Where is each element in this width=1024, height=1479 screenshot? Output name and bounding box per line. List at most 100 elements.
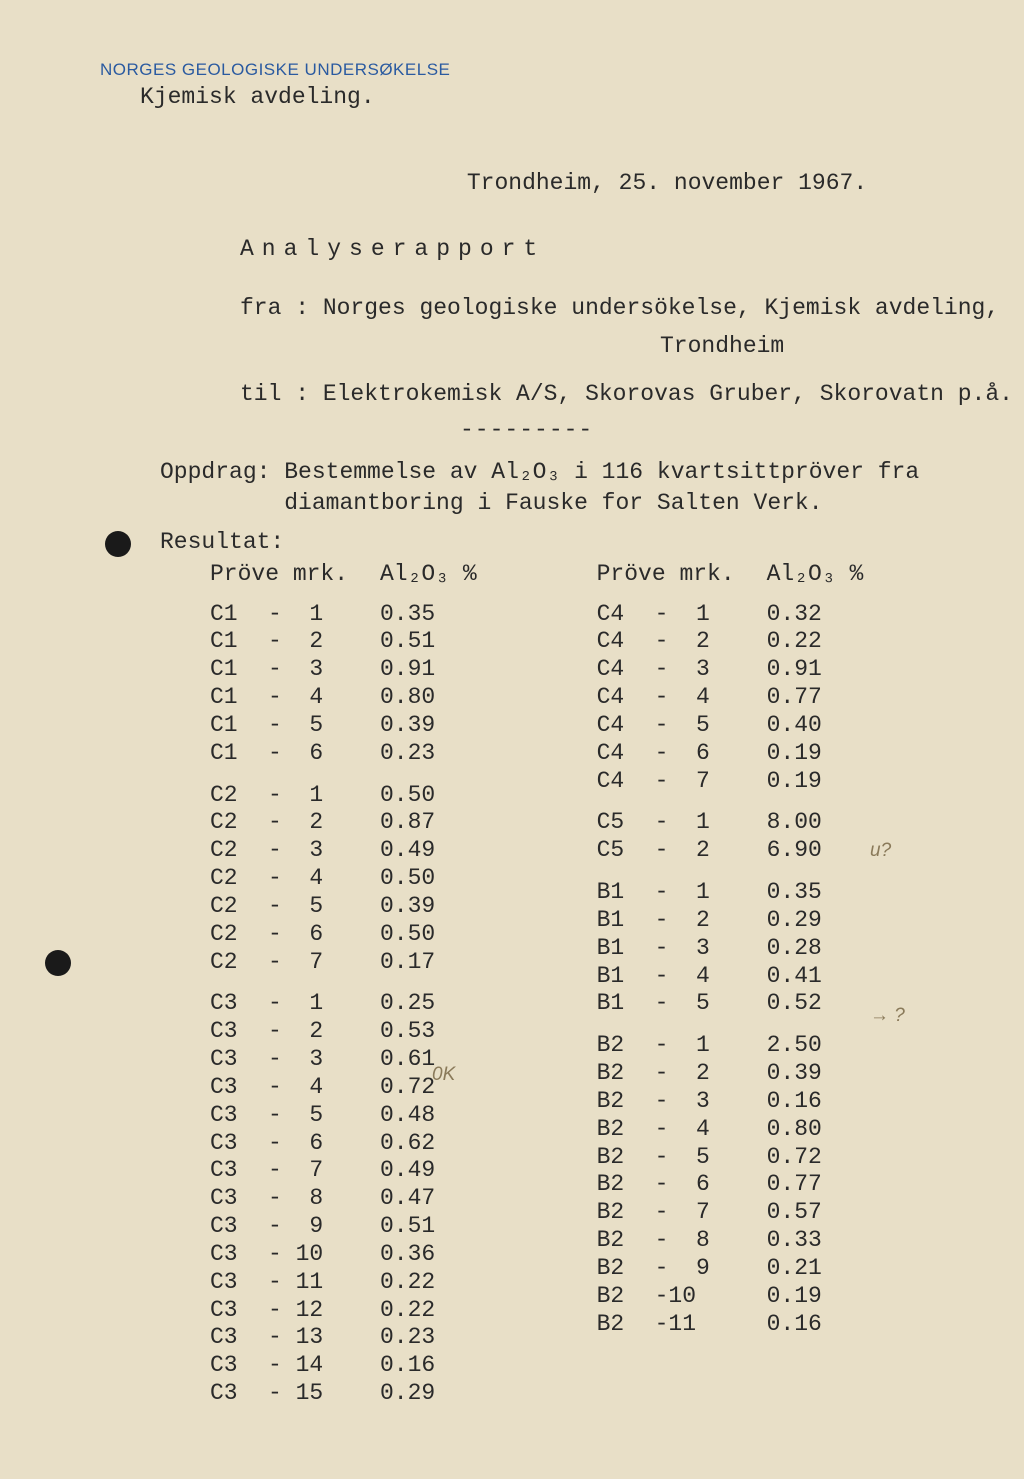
data-group: C1- 10.35C1- 20.51C1- 30.91C1- 40.80C1- …: [210, 601, 477, 768]
sample-value: 0.47: [380, 1185, 460, 1213]
sample-number: - 6: [655, 1171, 767, 1199]
sample-mark: C3: [210, 1269, 268, 1297]
sample-mark: C1: [210, 740, 268, 768]
sample-value: 0.50: [380, 921, 460, 949]
table-row: B2- 70.57: [597, 1199, 864, 1227]
sample-number: - 3: [655, 935, 767, 963]
handwritten-annotation: → ?: [870, 1005, 905, 1027]
sample-number: - 9: [655, 1255, 767, 1283]
table-row: B1- 40.41: [597, 963, 864, 991]
sample-mark: C3: [210, 1157, 268, 1185]
sample-number: - 7: [655, 1199, 767, 1227]
sample-mark: C2: [210, 921, 268, 949]
sample-number: - 2: [268, 628, 380, 656]
sample-mark: B2: [597, 1144, 655, 1172]
sample-mark: C2: [210, 837, 268, 865]
sample-value: 0.29: [767, 907, 847, 935]
left-column-header: Pröve mrk. Al₂O₃ %: [210, 561, 477, 587]
sample-value: 0.21: [767, 1255, 847, 1283]
sample-number: - 2: [268, 809, 380, 837]
sample-value: 0.16: [767, 1088, 847, 1116]
table-row: C3- 60.62: [210, 1130, 477, 1158]
sample-mark: C1: [210, 684, 268, 712]
sample-value: 0.91: [380, 656, 460, 684]
table-row: C4- 40.77: [597, 684, 864, 712]
table-row: C1- 10.35: [210, 601, 477, 629]
sample-number: - 2: [655, 907, 767, 935]
table-row: B1- 50.52: [597, 990, 864, 1018]
sample-mark: B1: [597, 879, 655, 907]
sample-number: - 2: [268, 1018, 380, 1046]
meta-block: fra : Norges geologiske undersökelse, Kj…: [240, 292, 944, 411]
sample-number: - 1: [268, 990, 380, 1018]
table-row: C2- 20.87: [210, 809, 477, 837]
sample-value: 0.16: [767, 1311, 847, 1339]
sample-value: 0.51: [380, 628, 460, 656]
col-head-value: Al₂O₃ %: [767, 561, 864, 587]
sample-number: - 7: [655, 768, 767, 796]
left-column: Pröve mrk. Al₂O₃ % C1- 10.35C1- 20.51C1-…: [210, 561, 477, 1422]
sample-number: - 13: [268, 1324, 380, 1352]
sample-value: 8.00: [767, 809, 847, 837]
sample-value: 0.87: [380, 809, 460, 837]
table-row: C1- 50.39: [210, 712, 477, 740]
sample-number: - 6: [268, 740, 380, 768]
table-row: B2- 80.33: [597, 1227, 864, 1255]
sample-number: - 15: [268, 1380, 380, 1408]
sample-number: - 8: [268, 1185, 380, 1213]
sample-value: 0.19: [767, 740, 847, 768]
sample-number: - 4: [268, 1074, 380, 1102]
sample-number: - 3: [655, 656, 767, 684]
sample-mark: C2: [210, 865, 268, 893]
org-header: NORGES GEOLOGISKE UNDERSØKELSE Kjemisk a…: [100, 60, 944, 110]
sample-value: 0.35: [767, 879, 847, 907]
sample-mark: B2: [597, 1060, 655, 1088]
sample-number: - 6: [268, 1130, 380, 1158]
sample-mark: C4: [597, 684, 655, 712]
data-group: C3- 10.25C3- 20.53C3- 30.61C3- 40.72C3- …: [210, 990, 477, 1407]
col-head-value: Al₂O₃ %: [380, 561, 477, 587]
table-row: C3- 140.16: [210, 1352, 477, 1380]
table-row: B2-110.16: [597, 1311, 864, 1339]
sample-value: 0.25: [380, 990, 460, 1018]
sample-value: 0.50: [380, 865, 460, 893]
sample-value: 0.19: [767, 1283, 847, 1311]
sample-number: - 6: [655, 740, 767, 768]
data-group: C4- 10.32C4- 20.22C4- 30.91C4- 40.77C4- …: [597, 601, 864, 796]
sample-mark: C3: [210, 1380, 268, 1408]
right-column-header: Pröve mrk. Al₂O₃ %: [597, 561, 864, 587]
data-group: C2- 10.50C2- 20.87C2- 30.49C2- 40.50C2- …: [210, 782, 477, 977]
sample-number: - 9: [268, 1213, 380, 1241]
sample-number: -10: [655, 1283, 767, 1311]
table-row: C5- 26.90: [597, 837, 864, 865]
sample-value: 0.51: [380, 1213, 460, 1241]
table-row: C1- 60.23: [210, 740, 477, 768]
sample-mark: C4: [597, 628, 655, 656]
table-row: C4- 10.32: [597, 601, 864, 629]
sample-value: 0.53: [380, 1018, 460, 1046]
sample-value: 0.80: [767, 1116, 847, 1144]
sample-value: 0.22: [767, 628, 847, 656]
table-row: C3- 130.23: [210, 1324, 477, 1352]
table-row: C4- 20.22: [597, 628, 864, 656]
department: Kjemisk avdeling.: [140, 84, 944, 110]
fra-label: fra :: [240, 295, 309, 321]
table-row: C2- 30.49: [210, 837, 477, 865]
table-row: C2- 10.50: [210, 782, 477, 810]
table-row: B2- 90.21: [597, 1255, 864, 1283]
sample-mark: B2: [597, 1283, 655, 1311]
table-row: C3- 100.36: [210, 1241, 477, 1269]
sample-number: - 4: [655, 1116, 767, 1144]
sample-mark: C4: [597, 601, 655, 629]
sample-mark: C5: [597, 837, 655, 865]
sample-number: - 6: [268, 921, 380, 949]
sample-number: - 14: [268, 1352, 380, 1380]
sample-number: - 5: [268, 893, 380, 921]
sample-value: 0.62: [380, 1130, 460, 1158]
sample-mark: C3: [210, 1241, 268, 1269]
sample-number: - 2: [655, 628, 767, 656]
data-group: C5- 18.00C5- 26.90: [597, 809, 864, 865]
sample-number: - 1: [268, 601, 380, 629]
org-name: NORGES GEOLOGISKE UNDERSØKELSE: [100, 60, 944, 80]
sample-number: - 3: [655, 1088, 767, 1116]
